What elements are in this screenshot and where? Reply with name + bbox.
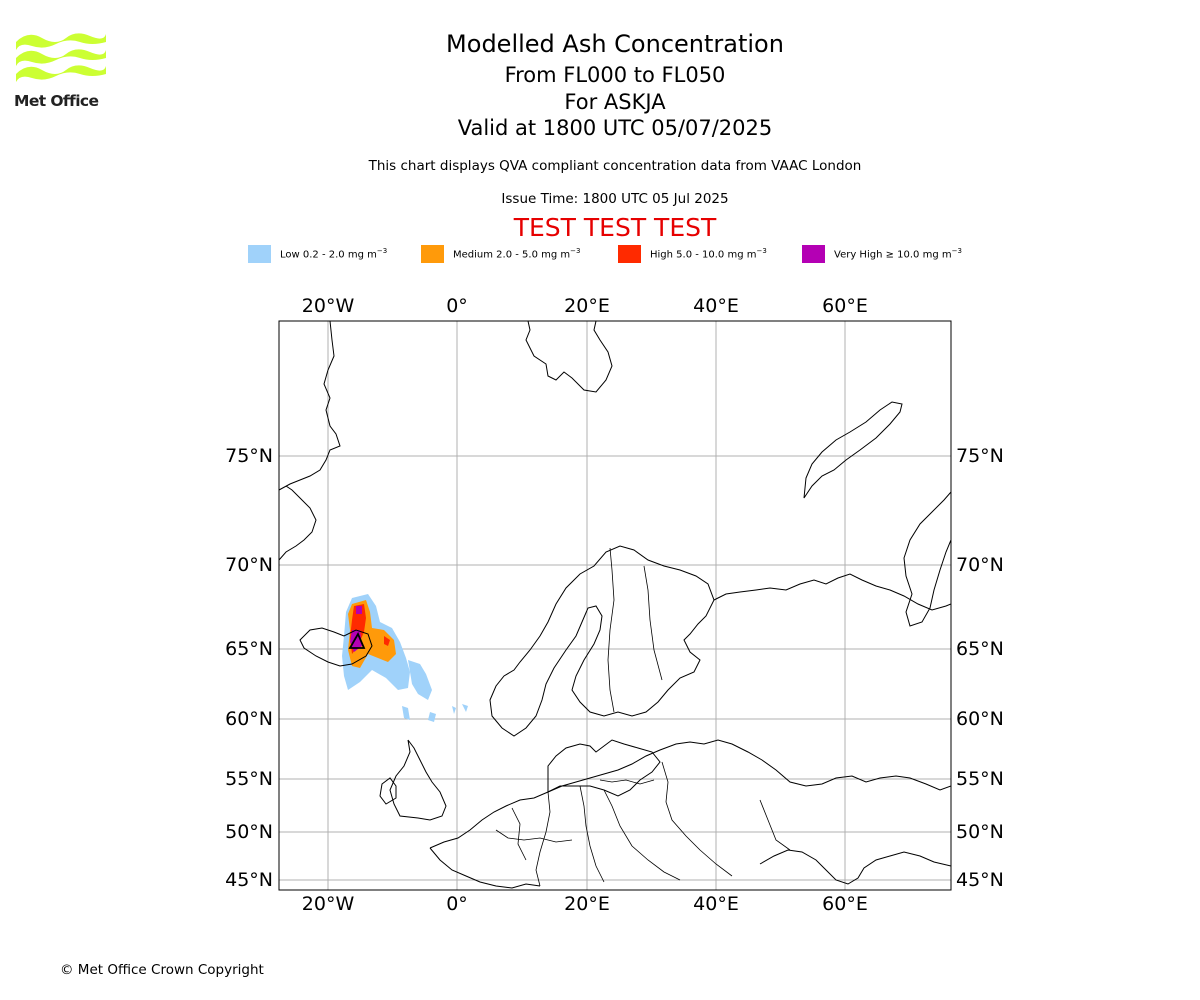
legend-swatch-low <box>248 245 271 263</box>
coastline-baltic <box>547 739 661 797</box>
coastline-svalbard <box>525 321 613 393</box>
lon-label: 40°E <box>693 893 739 915</box>
ash-area-high <box>350 604 390 654</box>
legend-label-very-high: Very High ≥ 10.0 mg m−3 <box>834 247 962 261</box>
coastline-novaya-zemlya <box>903 491 951 627</box>
legend-item-very-high: Very High ≥ 10.0 mg m−3 <box>802 244 962 264</box>
lat-label: 45°N <box>956 869 1004 891</box>
lon-label: 20°E <box>564 893 610 915</box>
lat-label: 50°N <box>225 821 273 843</box>
legend-label-low: Low 0.2 - 2.0 mg m−3 <box>280 247 388 261</box>
coastline-arctic-peninsula <box>803 401 903 499</box>
copyright: © Met Office Crown Copyright <box>60 962 264 978</box>
chart-title: Modelled Ash Concentration <box>446 30 784 58</box>
lon-label: 20°W <box>302 295 355 317</box>
coastline-kola-russia <box>713 573 951 611</box>
coastline-iceland <box>299 627 373 667</box>
lon-label: 20°E <box>564 295 610 317</box>
ash-area-very-high <box>350 606 362 652</box>
lat-label: 60°N <box>225 708 273 730</box>
legend-swatch-high <box>618 245 641 263</box>
legend-item-high: High 5.0 - 10.0 mg m−3 <box>618 244 767 264</box>
lon-labels-bottom: 20°W 0° 20°E 40°E 60°E <box>302 893 868 915</box>
legend-swatch-medium <box>421 245 444 263</box>
coastline-iberia-france <box>429 847 541 889</box>
logo-text: Met Office <box>14 92 99 110</box>
legend-label-high: High 5.0 - 10.0 mg m−3 <box>650 247 767 261</box>
lat-label: 65°N <box>956 638 1004 660</box>
lon-label: 60°E <box>822 893 868 915</box>
volcano-marker <box>348 631 366 649</box>
lon-label: 0° <box>446 893 468 915</box>
legend-item-medium: Medium 2.0 - 5.0 mg m−3 <box>421 244 580 264</box>
lat-label: 75°N <box>956 445 1004 467</box>
lat-label: 60°N <box>956 708 1004 730</box>
coastline-greenland <box>279 321 341 491</box>
test-banner: TEST TEST TEST <box>513 213 717 242</box>
lon-label: 60°E <box>822 295 868 317</box>
ash-area-low-east <box>408 660 432 700</box>
lat-label: 70°N <box>225 554 273 576</box>
coastline-europe-mainland <box>429 739 951 849</box>
coastline-black-sea <box>759 849 951 885</box>
lat-label: 75°N <box>225 445 273 467</box>
lon-label: 20°W <box>302 893 355 915</box>
volcano-name: For ASKJA <box>564 90 666 114</box>
lat-label: 65°N <box>225 638 273 660</box>
coastline-ireland <box>379 777 397 805</box>
issue-time: Issue Time: 1800 UTC 05 Jul 2025 <box>501 191 729 207</box>
legend-swatch-very-high <box>802 245 825 263</box>
map-frame <box>278 320 952 891</box>
flight-levels: From FL000 to FL050 <box>504 63 726 87</box>
legend-label-medium: Medium 2.0 - 5.0 mg m−3 <box>453 247 581 261</box>
lat-label: 70°N <box>956 554 1004 576</box>
national-borders <box>495 547 791 887</box>
description: This chart displays QVA compliant concen… <box>368 158 862 174</box>
ash-plume <box>342 594 468 722</box>
met-office-wave-logo-icon <box>16 33 106 82</box>
coastline-scandinavia <box>489 545 715 737</box>
lat-labels-right: 75°N 70°N 65°N 60°N 55°N 50°N 45°N <box>956 445 1004 891</box>
valid-time: Valid at 1800 UTC 05/07/2025 <box>457 116 773 140</box>
lon-labels-top: 20°W 0° 20°E 40°E 60°E <box>302 295 868 317</box>
map-gridlines <box>279 321 951 890</box>
lon-label: 0° <box>446 295 468 317</box>
lat-label: 55°N <box>956 768 1004 790</box>
lat-label: 50°N <box>956 821 1004 843</box>
coastline-uk <box>389 739 447 821</box>
lon-label: 40°E <box>693 295 739 317</box>
lat-labels-left: 75°N 70°N 65°N 60°N 55°N 50°N 45°N <box>225 445 273 891</box>
lat-label: 45°N <box>225 869 273 891</box>
legend-item-low: Low 0.2 - 2.0 mg m−3 <box>248 244 387 264</box>
lat-label: 55°N <box>225 768 273 790</box>
coastlines <box>279 321 951 889</box>
met-office-logo: Met Office <box>14 30 109 112</box>
coastline-greenland-east <box>279 485 317 561</box>
